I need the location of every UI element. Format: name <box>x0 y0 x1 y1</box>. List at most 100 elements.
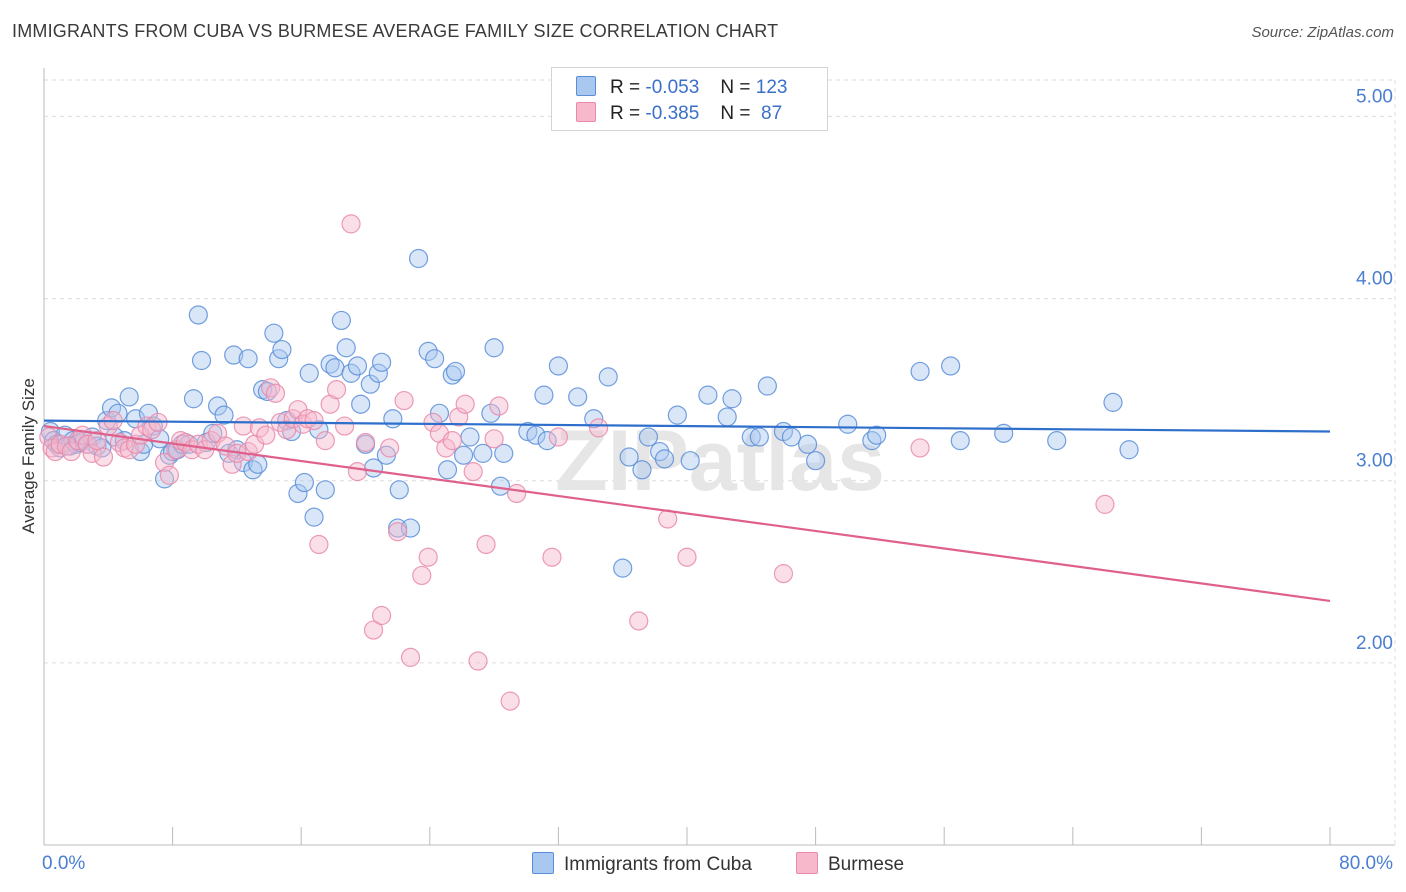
data-point <box>380 438 400 458</box>
data-point <box>460 427 480 447</box>
data-point <box>741 427 761 447</box>
data-point <box>773 564 794 584</box>
legend-r-label: R = <box>610 77 641 98</box>
series-cuba-points <box>40 248 1139 578</box>
data-point <box>418 341 438 361</box>
data-point <box>910 361 930 382</box>
data-point <box>667 405 687 425</box>
data-point <box>154 452 175 473</box>
data-point <box>463 462 483 482</box>
data-point <box>400 647 421 667</box>
y-axis-label: Average Family Size <box>19 378 38 534</box>
data-point <box>256 425 276 445</box>
data-point <box>93 447 114 467</box>
chart-title: IMMIGRANTS FROM CUBA VS BURMESE AVERAGE … <box>12 21 779 41</box>
y-tick-label: 3.00 <box>1356 451 1393 472</box>
data-point <box>341 214 361 234</box>
data-point <box>588 418 609 438</box>
data-point <box>500 691 520 711</box>
y-tick-label: 5.00 <box>1356 86 1393 107</box>
data-point <box>389 480 409 500</box>
data-point <box>159 465 179 485</box>
data-point <box>598 367 618 387</box>
data-point <box>304 507 324 527</box>
data-point <box>838 414 858 434</box>
data-point <box>288 483 308 504</box>
trend-line-burmese <box>43 424 1331 603</box>
data-point <box>476 534 496 555</box>
x-tick-label: 0.0% <box>42 853 85 874</box>
legend-swatch-cuba <box>576 76 596 96</box>
data-point <box>325 358 345 378</box>
source-label: Source: ZipAtlas.com <box>1251 24 1394 41</box>
data-point <box>400 518 421 538</box>
data-point <box>805 451 826 471</box>
y-tick-label: 4.00 <box>1356 269 1393 290</box>
data-point <box>224 345 244 365</box>
data-point <box>351 394 371 414</box>
data-point <box>453 445 474 465</box>
data-point <box>238 349 258 369</box>
data-point <box>481 403 501 423</box>
data-point <box>315 480 335 500</box>
legend-n-label: N = <box>720 77 751 98</box>
data-point <box>87 431 107 451</box>
data-point <box>388 522 408 542</box>
data-point <box>468 651 488 671</box>
data-point <box>294 472 315 493</box>
data-point <box>336 338 356 358</box>
bottom-legend-swatch-cuba <box>532 852 554 874</box>
data-point <box>299 363 319 383</box>
data-point <box>77 434 98 454</box>
data-point <box>629 611 649 631</box>
data-point <box>394 390 414 411</box>
data-point <box>418 547 438 567</box>
data-point <box>484 338 504 358</box>
x-tick-labels: 0.0% 80.0% <box>42 853 1393 874</box>
data-point <box>781 427 802 447</box>
data-point <box>638 427 659 447</box>
data-point <box>542 547 562 567</box>
data-point <box>360 374 380 394</box>
data-point <box>265 383 286 403</box>
data-point <box>371 605 392 626</box>
data-point <box>584 409 604 429</box>
data-point <box>867 425 887 445</box>
data-point <box>445 361 466 382</box>
data-point <box>272 339 292 360</box>
data-point <box>722 389 742 409</box>
data-point <box>119 387 139 407</box>
data-point <box>423 412 443 433</box>
data-point <box>757 376 777 396</box>
data-point <box>490 476 511 496</box>
data-point <box>412 565 432 586</box>
data-point <box>304 411 324 431</box>
data-point <box>994 423 1014 443</box>
legend-n-value: 123 <box>755 77 788 98</box>
data-point <box>82 443 102 463</box>
data-point <box>425 349 445 369</box>
data-point <box>347 462 368 482</box>
data-point <box>309 534 329 555</box>
data-point <box>950 431 970 451</box>
data-point <box>383 409 403 429</box>
data-point <box>335 416 355 436</box>
data-point <box>494 443 514 463</box>
data-point <box>233 416 253 436</box>
data-point <box>355 432 376 453</box>
data-point <box>191 350 212 371</box>
trend-lines <box>43 419 1331 603</box>
data-point <box>568 387 588 407</box>
data-point <box>1095 494 1115 514</box>
legend-r-value: -0.385 <box>645 103 700 124</box>
data-point <box>222 454 242 474</box>
data-point <box>632 460 652 480</box>
data-point <box>1119 440 1139 460</box>
data-point <box>717 407 737 427</box>
data-point <box>363 620 384 640</box>
data-point <box>534 385 554 405</box>
legend-r-value: -0.053 <box>645 77 700 98</box>
bottom-legend-burmese: Burmese <box>796 852 904 876</box>
bottom-legend-swatch-burmese <box>796 852 818 874</box>
